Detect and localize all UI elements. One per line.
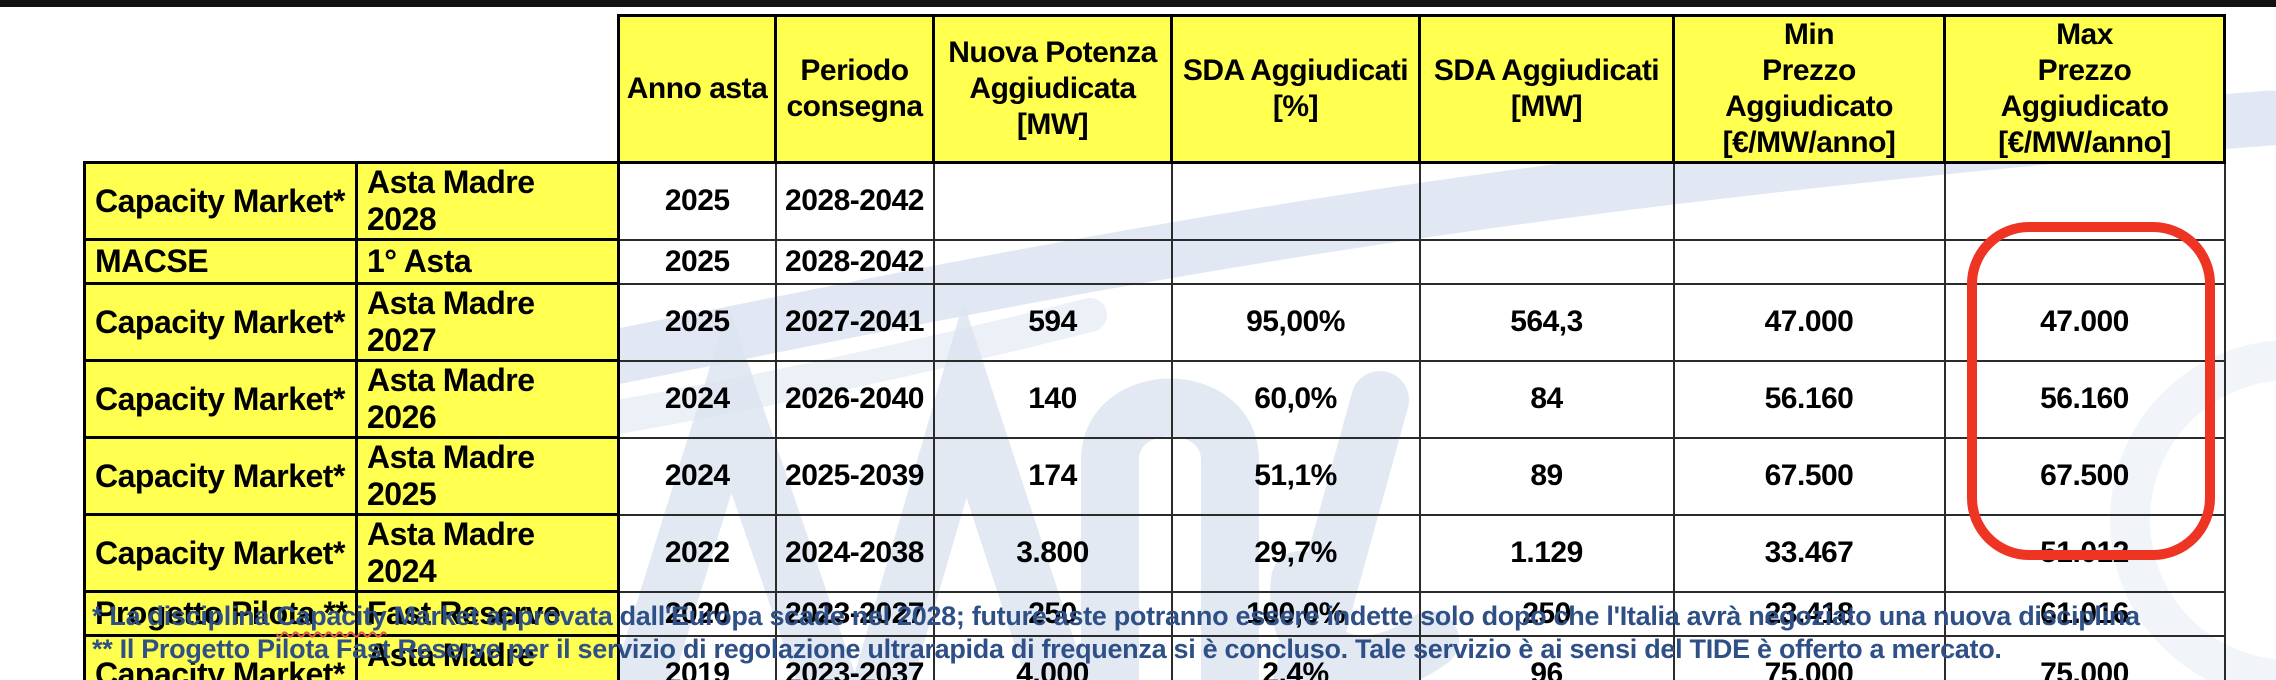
max-prezzo-cell: 51.012 <box>1943 513 2226 593</box>
max-prezzo-cell: 61.016 <box>1943 590 2226 637</box>
min-prezzo-cell: 47.000 <box>1672 282 1946 362</box>
sda-mw-cell <box>1418 238 1675 285</box>
auction-cell: Asta Madre 2025 <box>355 436 620 516</box>
sda-mw-cell: 250 <box>1418 590 1675 637</box>
header-spacer <box>85 16 619 163</box>
max-prezzo-cell: 56.160 <box>1943 359 2226 439</box>
table-row: Capacity Market* Asta Madre 2028 2025 20… <box>83 161 2226 241</box>
sda-mw-cell: 564,3 <box>1418 282 1675 362</box>
market-cell: Capacity Market* <box>83 634 358 680</box>
min-prezzo-cell: 23.418 <box>1672 590 1946 637</box>
col-header-nuova-potenza: Nuova Potenza Aggiudicata [MW] <box>932 14 1173 164</box>
min-prezzo-cell: 33.467 <box>1672 513 1946 593</box>
periodo-cell: 2025-2039 <box>774 436 935 516</box>
footnotes: * La disciplina Capacity Market approvat… <box>92 600 2140 666</box>
footnote-1: * La disciplina Capacity Market approvat… <box>92 601 2140 631</box>
auction-cell: Asta Madre 2027 <box>355 282 620 362</box>
sda-pct-cell: 51,1% <box>1170 436 1421 516</box>
potenza-cell <box>932 161 1173 241</box>
sda-mw-cell <box>1418 161 1675 241</box>
table-row: Capacity Market* Asta Madre 2024 2022 20… <box>83 513 2226 593</box>
min-prezzo-cell <box>1672 238 1946 285</box>
market-cell: Capacity Market* <box>83 436 358 516</box>
market-cell: Progetto Pilota ** <box>83 590 358 637</box>
auction-cell: 1° Asta <box>355 238 620 285</box>
max-prezzo-cell: 47.000 <box>1943 282 2226 362</box>
max-prezzo-cell <box>1943 238 2226 285</box>
min-prezzo-cell: 56.160 <box>1672 359 1946 439</box>
market-cell: Capacity Market* <box>83 282 358 362</box>
sda-pct-cell: 29,7% <box>1170 513 1421 593</box>
col-header-sda-mw: SDA Aggiudicati [MW] <box>1418 14 1675 164</box>
auction-cell: Fast Reserve <box>355 590 620 637</box>
min-prezzo-cell: 75.000 <box>1672 634 1946 680</box>
max-prezzo-cell: 75.000 <box>1943 634 2226 680</box>
sda-mw-cell: 84 <box>1418 359 1675 439</box>
table-row: Capacity Market* Asta Madre 2025 2024 20… <box>83 436 2226 516</box>
col-header-periodo-consegna: Periodo consegna <box>774 14 935 164</box>
market-cell: MACSE <box>83 238 358 285</box>
potenza-cell: 3.800 <box>932 513 1173 593</box>
sda-pct-cell: 95,00% <box>1170 282 1421 362</box>
auction-cell: Asta Madre 2026 <box>355 359 620 439</box>
periodo-cell: 2028-2042 <box>774 238 935 285</box>
periodo-cell: 2024-2038 <box>774 513 935 593</box>
anno-asta-cell: 2025 <box>617 161 777 241</box>
sda-mw-cell: 1.129 <box>1418 513 1675 593</box>
anno-asta-cell: 2024 <box>617 359 777 439</box>
auction-table: Anno asta Periodo consegna Nuova Potenza… <box>83 14 2226 680</box>
market-cell: Capacity Market* <box>83 161 358 241</box>
auction-cell: Asta Madre 2024 <box>355 513 620 593</box>
auction-cell: Asta Madre 2023 <box>355 634 620 680</box>
header-row: Anno asta Periodo consegna Nuova Potenza… <box>85 14 2226 164</box>
periodo-cell: 2028-2042 <box>774 161 935 241</box>
sda-pct-cell: 60,0% <box>1170 359 1421 439</box>
anno-asta-cell: 2025 <box>617 282 777 362</box>
auction-cell: Asta Madre 2028 <box>355 161 620 241</box>
potenza-cell: 174 <box>932 436 1173 516</box>
anno-asta-cell: 2025 <box>617 238 777 285</box>
anno-asta-cell: 2022 <box>617 513 777 593</box>
min-prezzo-cell <box>1672 161 1946 241</box>
col-header-min-prezzo: Min Prezzo Aggiudicato [€/MW/anno] <box>1672 14 1946 164</box>
top-black-bar <box>0 0 2276 7</box>
spellcheck-underline: Capacity <box>276 601 387 631</box>
anno-asta-cell: 2024 <box>617 436 777 516</box>
table-row: Capacity Market* Asta Madre 2027 2025 20… <box>83 282 2226 362</box>
sda-pct-cell <box>1170 238 1421 285</box>
potenza-cell: 140 <box>932 359 1173 439</box>
table-row: Capacity Market* Asta Madre 2026 2024 20… <box>83 359 2226 439</box>
market-cell: Capacity Market* <box>83 513 358 593</box>
market-cell: Capacity Market* <box>83 359 358 439</box>
sda-mw-cell: 89 <box>1418 436 1675 516</box>
periodo-cell: 2027-2041 <box>774 282 935 362</box>
max-prezzo-cell: 67.500 <box>1943 436 2226 516</box>
col-header-anno-asta: Anno asta <box>617 14 777 164</box>
col-header-max-prezzo: Max Prezzo Aggiudicato [€/MW/anno] <box>1943 14 2226 164</box>
periodo-cell: 2026-2040 <box>774 359 935 439</box>
sda-pct-cell <box>1170 161 1421 241</box>
min-prezzo-cell: 67.500 <box>1672 436 1946 516</box>
col-header-sda-pct: SDA Aggiudicati [%] <box>1170 14 1421 164</box>
potenza-cell <box>932 238 1173 285</box>
potenza-cell: 594 <box>932 282 1173 362</box>
footnote-2: ** Il Progetto Pilota Fast Reserve per i… <box>92 634 2002 664</box>
max-prezzo-cell <box>1943 161 2226 241</box>
table-row: MACSE 1° Asta 2025 2028-2042 <box>83 238 2226 285</box>
